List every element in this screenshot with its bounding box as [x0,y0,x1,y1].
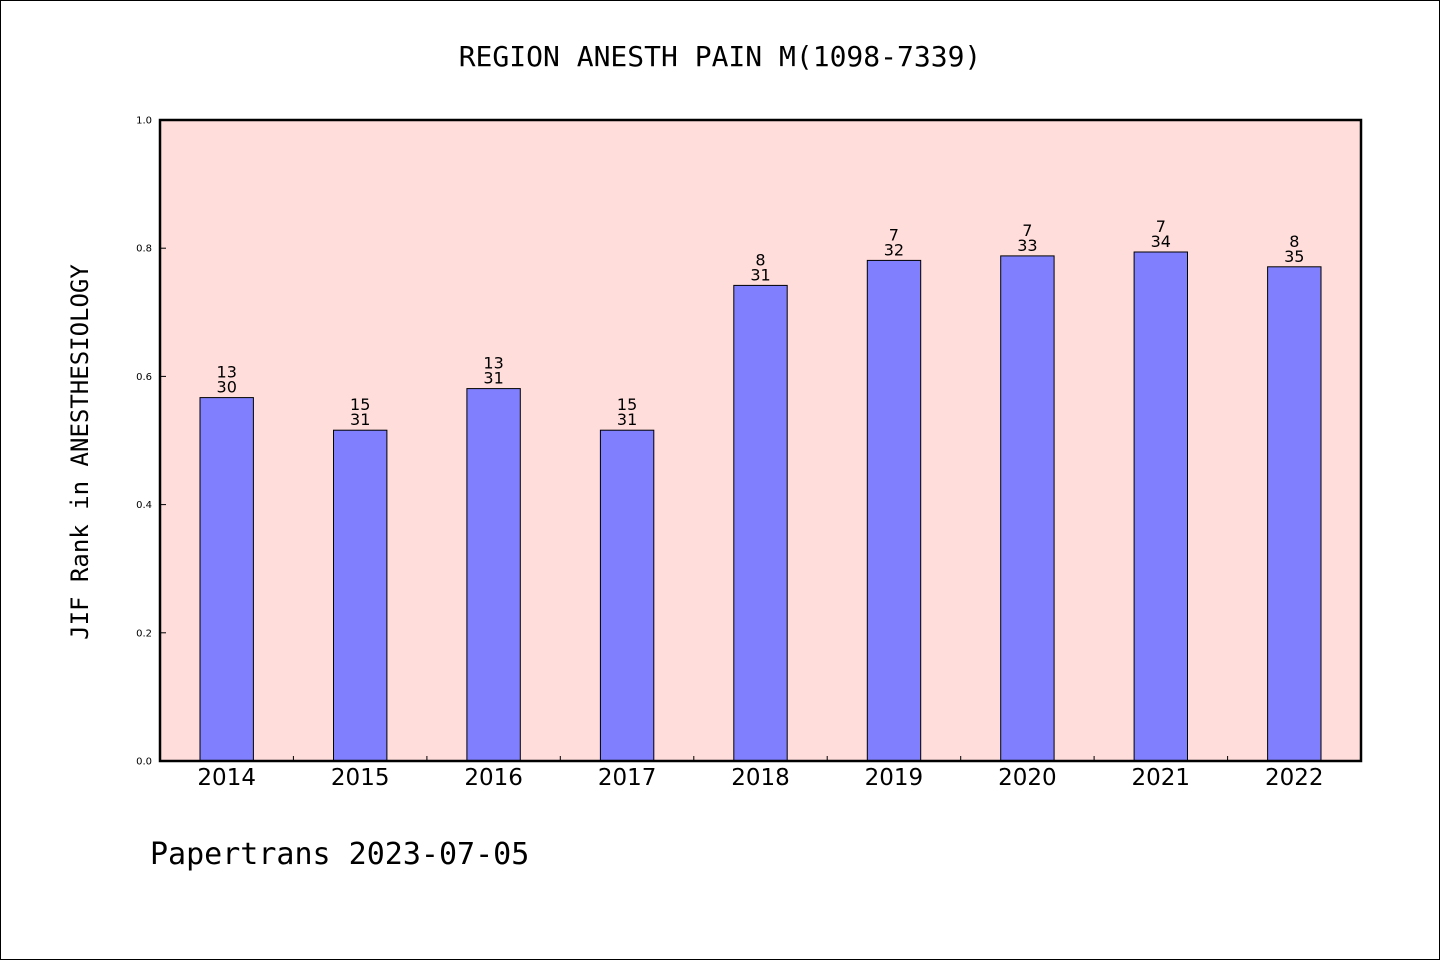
x-tick-label-2016: 2016 [464,765,523,791]
bar-total-label-2019: 32 [884,240,904,259]
bar-2020 [1000,255,1055,762]
y-tick-label-0.4: 0.4 [136,500,152,511]
bar-total-label-2022: 35 [1284,247,1304,266]
bar-rank-label-2015: 15 [350,395,370,414]
y-tick-label-0.8: 0.8 [136,244,152,255]
bar-2014 [199,397,254,762]
bar-rank-label-2019: 7 [889,225,899,244]
bar-rank-label-2022: 8 [1289,232,1299,251]
x-tick-label-2021: 2021 [1132,765,1191,791]
bars-layer [199,251,1322,762]
x-tick-label-2015: 2015 [331,765,390,791]
bar-rank-label-2021: 7 [1156,217,1166,236]
bar-rank-label-2014: 13 [217,363,237,382]
x-tick-label-2019: 2019 [865,765,924,791]
x-tick-label-2020: 2020 [998,765,1057,791]
chart-title: REGION ANESTH PAIN M(1098-7339) [459,40,982,73]
y-axis-ticks: 0.0 0.2 0.4 0.6 0.8 1.0 [136,116,166,768]
bar-2018 [733,284,788,762]
y-tick-label-0.0: 0.0 [136,757,152,768]
x-tick-label-2014: 2014 [197,765,256,791]
x-tick-label-2018: 2018 [731,765,790,791]
bar-2017 [599,429,655,762]
bar-total-label-2017: 31 [617,410,637,429]
bar-2021 [1133,251,1188,762]
x-tick-label-2017: 2017 [598,765,657,791]
bar-2016 [466,388,521,762]
bar-total-label-2021: 34 [1151,232,1171,251]
y-tick-label-0.2: 0.2 [136,628,152,639]
bar-2019 [866,259,922,762]
bar-total-label-2015: 31 [350,410,370,429]
y-tick-label-1.0: 1.0 [136,116,152,127]
bar-rank-label-2016: 13 [483,354,503,373]
y-tick-label-0.6: 0.6 [136,372,152,383]
x-axis-ticks: 2014 2015 2016 2017 2018 2019 2020 2021 2022 [197,756,1324,791]
bar-total-label-2018: 31 [750,265,770,284]
plot-border [158,118,1363,763]
bar-2015 [333,429,388,762]
bar-rank-label-2017: 15 [617,395,637,414]
bar-total-label-2016: 31 [483,369,503,388]
bar-total-label-2014: 30 [217,378,237,397]
x-tick-label-2022: 2022 [1265,765,1324,791]
bar-total-label-2020: 33 [1017,236,1037,255]
bar-rank-label-2018: 8 [755,250,765,269]
y-axis-label: JIF Rank in ANESTHESIOLOGY [66,264,94,640]
footer-credit: Papertrans 2023-07-05 [150,837,529,872]
bar-2022 [1267,266,1322,762]
bar-rank-label-2020: 7 [1022,221,1032,240]
